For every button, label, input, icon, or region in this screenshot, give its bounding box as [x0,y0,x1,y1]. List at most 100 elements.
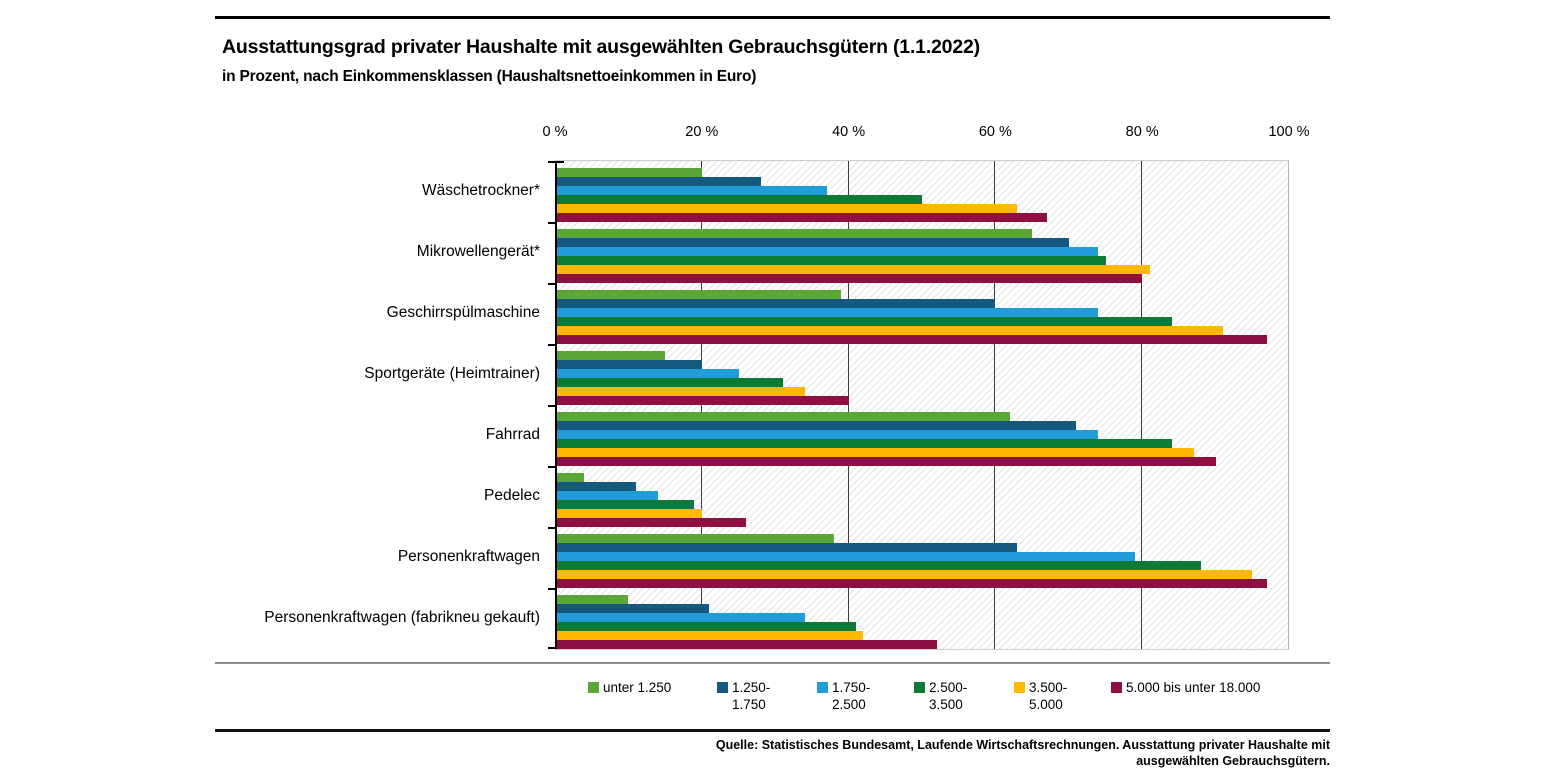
bar-group [555,168,1289,222]
bar [555,579,1267,588]
category-label: Personenkraftwagen (fabrikneu gekauft) [264,608,540,626]
legend-swatch [717,682,728,693]
y-axis-tick [548,527,555,529]
bar-group [555,473,1289,527]
bar [555,631,864,640]
gridline [847,161,849,649]
legend-label: 2.500- [929,680,968,695]
bar [555,335,1267,344]
category-label: Fahrrad [485,425,540,443]
category-label: Mikrowellengerät* [416,242,540,260]
bar [555,247,1099,256]
bar [555,256,1106,265]
legend-label-line2: 5.000 [1029,697,1063,712]
chart-title: Ausstattungsgrad privater Haushalte mit … [222,36,980,58]
legend-swatch [1111,682,1122,693]
bar [555,570,1253,579]
x-tick-label: 60 % [978,124,1012,140]
legend-label: 1.250- [732,680,771,695]
bar [555,604,710,613]
bar [555,500,695,509]
bar [555,543,1018,552]
x-tick-label: 40 % [832,124,866,140]
gridline [1288,161,1289,649]
bar [555,204,1018,213]
bar [555,412,1011,421]
legend-swatch [1014,682,1025,693]
y-axis-tick [548,588,555,590]
bar [555,369,739,378]
bar [555,195,922,204]
bar [555,317,1172,326]
gridline [1141,161,1143,649]
x-tick-label: 80 % [1125,124,1159,140]
top-rule [215,16,1330,19]
y-axis-tick [548,222,555,224]
x-tick-label: 20 % [685,124,719,140]
bar [555,613,805,622]
bar [555,229,1033,238]
category-label: Pedelec [483,486,540,504]
bar [555,509,702,518]
y-axis-tick [548,283,555,285]
y-axis-tick [548,344,555,346]
bar-group [555,534,1289,588]
x-tick-label: 100 % [1268,124,1310,140]
bar [555,534,834,543]
bar [555,448,1194,457]
bar [555,622,856,631]
legend-label: unter 1.250 [603,680,672,695]
legend-swatch [914,682,925,693]
legend-label-line2: 3.500 [929,697,963,712]
bar [555,387,805,396]
bar [555,326,1223,335]
legend: unter 1.250 1.250- 1.750 1.750- 2.500 2.500- 3… [0,679,1545,724]
category-label: Geschirrspülmaschine [386,303,540,321]
bar [555,561,1201,570]
y-axis-tick [548,466,555,468]
chart-subtitle: in Prozent, nach Einkommensklassen (Haus… [222,68,757,85]
legend-swatch [588,682,599,693]
bar [555,595,629,604]
legend-label: 5.000 bis unter 18.000 [1126,680,1261,695]
y-axis-tick [548,161,555,163]
bar-group [555,229,1289,283]
bar-group [555,595,1289,649]
bar [555,439,1172,448]
legend-label-line2: 2.500 [832,697,866,712]
legend-label-line2: 1.750 [732,697,766,712]
bar [555,274,1143,283]
category-axis: Wäschetrockner* Mikrowellengerät* Geschirr… [200,0,540,775]
bar [555,238,1069,247]
bar [555,186,827,195]
y-axis-start-tick [555,161,564,163]
legend-swatch [817,682,828,693]
bar [555,491,658,500]
legend-separator-rule [215,662,1330,664]
bar-group [555,412,1289,466]
bar [555,177,761,186]
source-note: Quelle: Statistisches Bundesamt, Laufend… [700,737,1330,769]
bar [555,457,1216,466]
source-line-1: Quelle: Statistisches Bundesamt, Laufend… [715,738,1330,752]
gridline [700,161,702,649]
bar [555,378,783,387]
bar [555,473,585,482]
bar [555,360,702,369]
bar [555,213,1047,222]
legend-label: 1.750- [832,680,871,695]
bar-group [555,290,1289,344]
plot-area [548,160,1289,650]
category-label: Wäschetrockner* [421,181,540,199]
category-label: Personenkraftwagen [397,547,540,565]
bar [555,430,1099,439]
bar [555,265,1150,274]
bar [555,518,746,527]
bar [555,168,702,177]
legend-label: 3.500- [1029,680,1068,695]
y-axis-tick [548,405,555,407]
y-axis-tick [548,647,555,649]
x-tick-label: 0 % [542,124,568,140]
bar [555,308,1099,317]
